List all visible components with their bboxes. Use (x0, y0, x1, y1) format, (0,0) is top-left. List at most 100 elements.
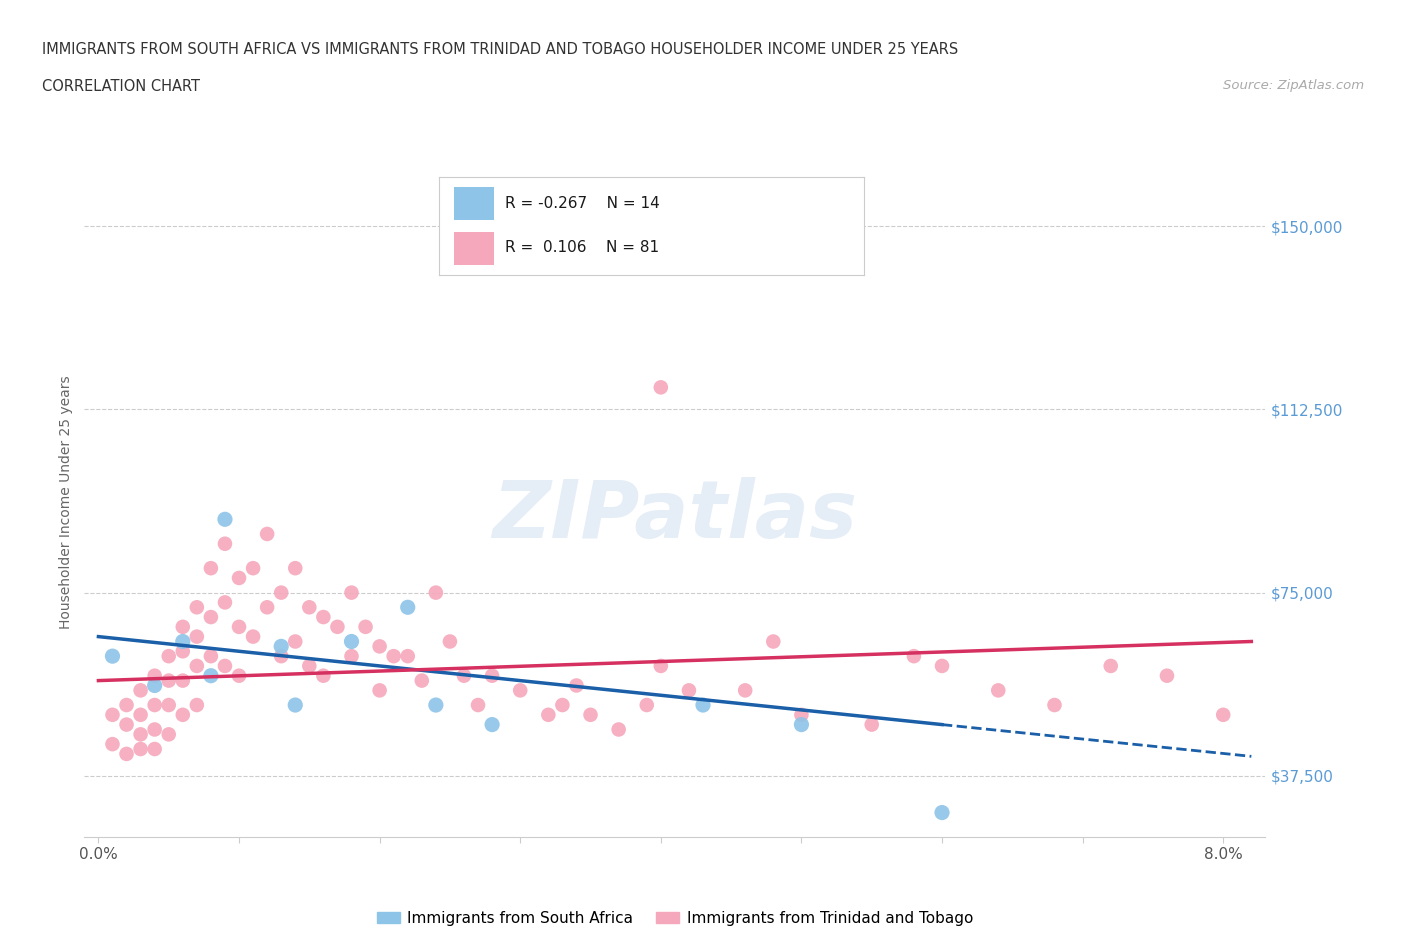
Point (284, 698, 307, 712)
Point (143, 669, 166, 684)
Point (396, 600, 419, 615)
Point (860, 717, 883, 732)
Point (172, 673, 194, 688)
Point (172, 634, 194, 649)
Point (790, 717, 813, 732)
Point (186, 630, 208, 644)
Point (396, 649, 419, 664)
Point (692, 698, 714, 712)
Point (242, 630, 264, 644)
Point (270, 649, 292, 664)
Point (312, 610, 335, 625)
Text: Source: ZipAtlas.com: Source: ZipAtlas.com (1223, 79, 1364, 92)
Point (143, 741, 166, 756)
Point (411, 673, 433, 688)
Point (368, 639, 391, 654)
Text: IMMIGRANTS FROM SOUTH AFRICA VS IMMIGRANTS FROM TRINIDAD AND TOBAGO HOUSEHOLDER : IMMIGRANTS FROM SOUTH AFRICA VS IMMIGRAN… (42, 42, 959, 57)
Legend: Immigrants from South Africa, Immigrants from Trinidad and Tobago: Immigrants from South Africa, Immigrants… (371, 905, 979, 930)
Point (284, 634, 307, 649)
Text: CORRELATION CHART: CORRELATION CHART (42, 79, 200, 94)
Point (636, 698, 658, 712)
Point (298, 600, 321, 615)
Point (368, 683, 391, 698)
Point (931, 805, 953, 820)
Point (143, 698, 166, 712)
Point (129, 727, 152, 742)
Point (298, 658, 321, 673)
Point (143, 722, 166, 737)
Point (101, 737, 124, 751)
Point (340, 649, 363, 664)
Point (678, 683, 700, 698)
Point (214, 658, 236, 673)
Point (790, 708, 813, 723)
Point (256, 600, 278, 615)
Point (186, 698, 208, 712)
Point (270, 639, 292, 654)
Point (340, 585, 363, 600)
Point (200, 669, 222, 684)
Point (650, 658, 672, 673)
Point (157, 649, 180, 664)
Point (101, 649, 124, 664)
Point (354, 619, 377, 634)
Point (565, 678, 588, 693)
Point (129, 683, 152, 698)
Point (200, 561, 222, 576)
Point (987, 683, 1010, 698)
Point (242, 561, 264, 576)
Point (762, 634, 785, 649)
Point (157, 673, 180, 688)
Point (607, 722, 630, 737)
Point (453, 669, 475, 684)
Point (101, 708, 124, 723)
Point (734, 683, 756, 698)
Point (467, 698, 489, 712)
Point (228, 570, 250, 585)
Point (326, 619, 349, 634)
Point (1099, 658, 1122, 673)
Point (256, 526, 278, 541)
Point (425, 585, 447, 600)
Point (382, 649, 405, 664)
Point (172, 619, 194, 634)
Point (270, 585, 292, 600)
Point (1212, 708, 1234, 723)
Y-axis label: Householder Income Under 25 years: Householder Income Under 25 years (59, 376, 73, 629)
Point (129, 708, 152, 723)
Point (650, 379, 672, 394)
Point (228, 619, 250, 634)
Point (214, 512, 236, 526)
Point (129, 741, 152, 756)
Point (1043, 698, 1066, 712)
Point (1156, 669, 1178, 684)
Point (284, 561, 307, 576)
Point (537, 708, 560, 723)
Point (903, 649, 925, 664)
Point (312, 669, 335, 684)
Point (579, 708, 602, 723)
Point (143, 678, 166, 693)
Point (200, 649, 222, 664)
Point (115, 717, 138, 732)
Point (439, 634, 461, 649)
Point (551, 698, 574, 712)
Point (157, 698, 180, 712)
Point (340, 634, 363, 649)
Point (214, 595, 236, 610)
Point (228, 669, 250, 684)
Point (115, 698, 138, 712)
Point (509, 683, 531, 698)
Point (425, 698, 447, 712)
Point (481, 669, 503, 684)
Point (200, 610, 222, 625)
Point (931, 658, 953, 673)
Text: ZIPatlas: ZIPatlas (492, 476, 858, 554)
Point (172, 708, 194, 723)
Point (186, 658, 208, 673)
Point (214, 537, 236, 551)
Point (115, 747, 138, 762)
Point (157, 727, 180, 742)
Point (172, 644, 194, 658)
Point (481, 717, 503, 732)
